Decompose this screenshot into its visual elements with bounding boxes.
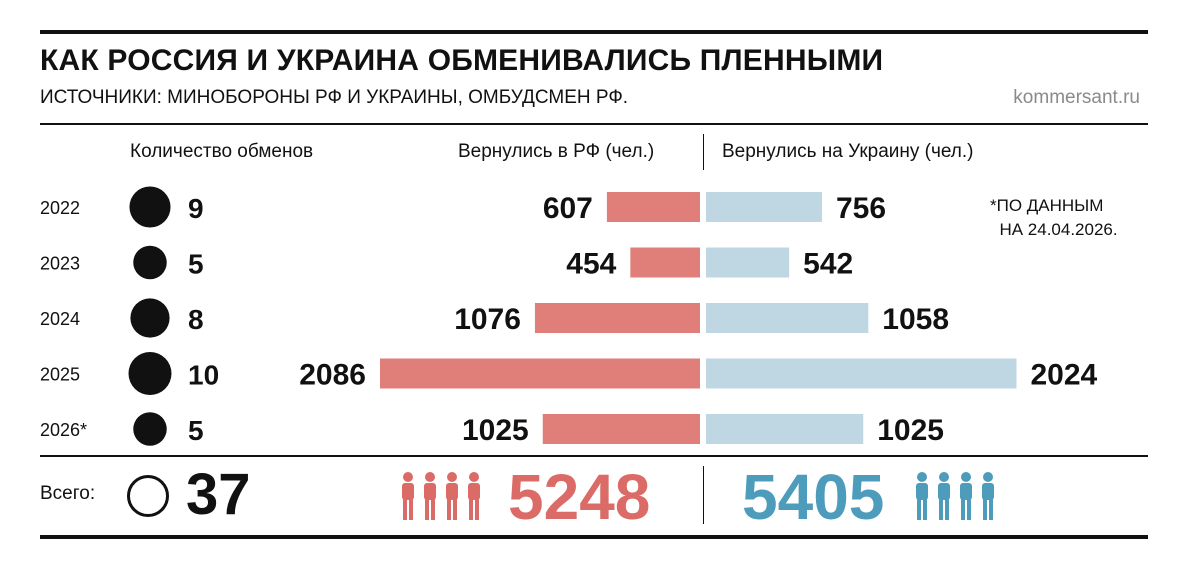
year-label: 2023 [40,254,80,274]
value-to-ukraine: 756 [836,192,886,225]
exchange-circle [133,412,167,446]
year-label: 2026* [40,420,87,440]
value-to-russia: 2086 [299,359,366,392]
value-to-ukraine: 1025 [877,414,944,447]
bottom-rule [40,535,1148,539]
bar-to-russia [380,358,700,389]
exchange-count: 5 [188,249,204,280]
total-exchanges-circle [127,475,169,517]
value-to-ukraine: 1058 [882,303,949,336]
bar-to-russia [534,303,700,333]
chart-subtitle: ИСТОЧНИКИ: МИНОБОРОНЫ РФ И УКРАИНЫ, ОМБУ… [40,87,629,108]
exchange-count: 9 [188,193,204,224]
chart-title: КАК РОССИЯ И УКРАИНА ОБМЕНИВАЛИСЬ ПЛЕННЫ… [40,44,884,77]
year-label: 2022 [40,198,80,218]
bar-to-ukraine [706,247,790,278]
total-to-ukraine: 5405 [742,461,885,533]
value-to-russia: 1025 [462,414,529,447]
source-link[interactable]: kommersant.ru [1013,87,1140,108]
year-label: 2025 [40,365,80,385]
exchange-circle [129,186,171,228]
exchange-chart: 2022 9 607 756 2023 5 454 542 2024 8 1076 1058 2025 1… [40,186,1098,447]
exchange-circle [128,352,172,395]
value-to-ukraine: 2024 [1030,359,1097,392]
exchange-circle [133,245,167,280]
exchange-circle [130,298,170,338]
bar-to-russia [630,247,700,278]
exchange-count: 8 [188,304,204,335]
bar-to-ukraine [706,303,869,333]
exchange-count: 10 [188,360,219,391]
bar-to-ukraine [706,358,1017,389]
bar-to-ukraine [706,414,864,444]
header-rule [40,123,1148,125]
people-icon-russia [402,472,480,520]
value-to-ukraine: 542 [803,248,853,281]
value-to-russia: 454 [566,248,616,281]
value-to-russia: 1076 [454,303,521,336]
totals-divider [703,466,704,524]
total-label: Всего: [40,483,96,504]
bar-to-russia [542,414,700,444]
date-note: *ПО ДАННЫМ НА 24.04.2026. [990,196,1118,239]
totals-rule [40,455,1148,457]
total-exchanges: 37 [186,462,251,527]
column-header-exchanges: Количество обменов [130,141,314,162]
bar-to-russia [606,192,700,222]
year-label: 2024 [40,309,80,329]
bar-to-ukraine [706,192,822,222]
top-rule [40,30,1148,34]
people-icon-ukraine [916,472,994,520]
column-header-to-russia: Вернулись в РФ (чел.) [458,141,655,162]
column-header-divider [703,134,704,170]
total-to-russia: 5248 [508,461,651,533]
column-header-to-ukraine: Вернулись на Украину (чел.) [722,141,974,162]
exchange-count: 5 [188,415,204,446]
value-to-russia: 607 [543,192,593,225]
